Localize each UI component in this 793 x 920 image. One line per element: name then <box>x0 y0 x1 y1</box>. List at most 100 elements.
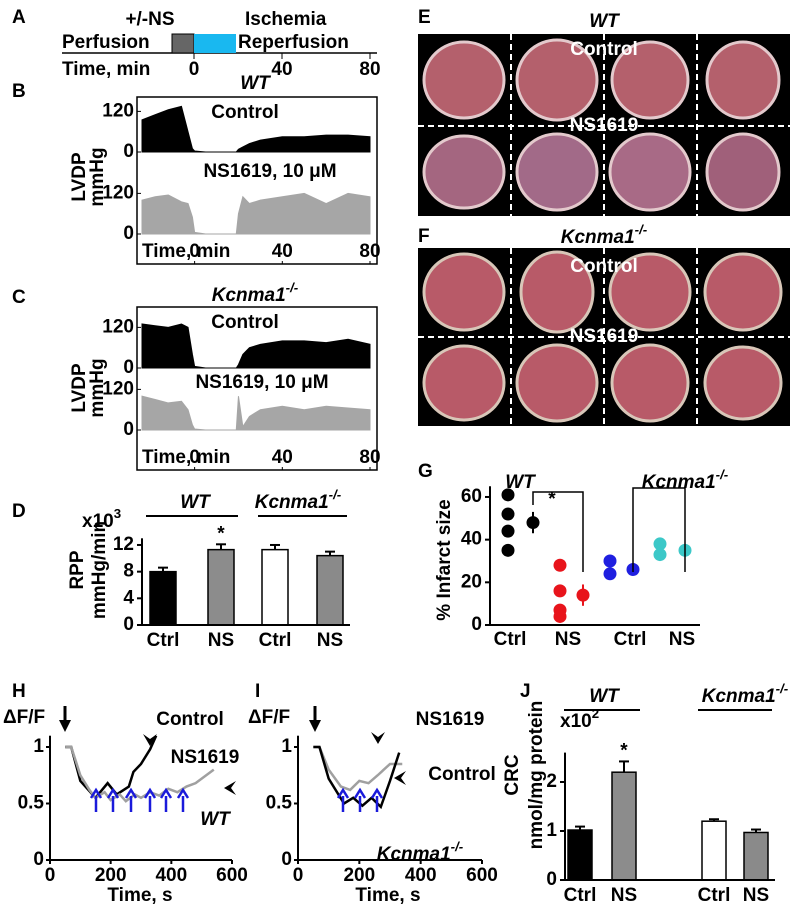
group-label-main: Kcnma1 <box>255 492 329 513</box>
y-tick-label: 1 <box>546 820 557 841</box>
panel-label: D <box>12 501 26 522</box>
y-tick-label: 0 <box>123 614 134 635</box>
drug-label: +/-NS <box>125 9 174 30</box>
y-tick-label: 0 <box>123 223 134 244</box>
bar <box>567 829 593 881</box>
y-tick-label: 0 <box>281 849 292 870</box>
arrow-head <box>353 787 367 799</box>
panel-label: J <box>520 681 531 702</box>
mean-dot <box>576 588 590 602</box>
x-tick-label: NS <box>611 885 637 906</box>
trace <box>141 192 371 235</box>
image-title-main: Kcnma1 <box>561 227 635 248</box>
x-tick-label: 600 <box>466 865 498 886</box>
group-label-sup: -/- <box>776 681 789 696</box>
x-axis-label: Time, min <box>142 241 230 262</box>
bar <box>261 548 289 626</box>
trace-label: Control <box>211 312 279 333</box>
y-tick-label: 120 <box>102 100 134 121</box>
panel-label: B <box>12 81 26 102</box>
dot <box>501 524 515 538</box>
panel-label: F <box>418 226 430 247</box>
trace-frame <box>136 96 378 265</box>
trace-label: Control <box>211 102 279 123</box>
dot <box>603 567 617 581</box>
trace <box>141 395 371 431</box>
arrow-head <box>370 787 384 799</box>
trace-title: Kcnma1-/- <box>212 280 299 307</box>
x-tick-label: 400 <box>405 865 437 886</box>
x-tick-label: 0 <box>189 241 200 262</box>
significance: * <box>620 740 628 761</box>
group-label-main: WT <box>589 686 620 707</box>
drug-block <box>171 33 195 54</box>
image-title: Kcnma1-/- <box>561 222 648 249</box>
panel-title-main: WT <box>200 809 231 830</box>
perfusion-label: Perfusion <box>62 32 150 53</box>
x-tick-label: Ctrl <box>564 885 597 906</box>
x-tick-label: 200 <box>95 865 127 886</box>
dot <box>553 584 567 598</box>
axis-scale-sup: 2 <box>592 706 599 721</box>
y-tick-label: 0 <box>471 614 482 635</box>
ischemia-block <box>194 34 236 53</box>
image-row-label: NS1619 <box>570 326 639 347</box>
x-tick-label: 0 <box>293 865 304 886</box>
group-label: WT <box>505 472 536 493</box>
group-label-main: Kcnma1 <box>702 686 776 707</box>
y-axis-label: % Infarct size <box>434 499 455 620</box>
arrow-head <box>106 787 120 799</box>
y-axis-label: ΔF/F <box>248 707 290 728</box>
trace-label: NS1619, 10 μM <box>195 372 328 393</box>
image-title-main: WT <box>589 11 620 32</box>
trace-title-main: Kcnma1 <box>212 285 286 306</box>
dot <box>501 543 515 557</box>
protocol-tick-label: 0 <box>189 59 200 80</box>
arrow-head <box>89 787 103 799</box>
image-title-sup: -/- <box>635 222 648 237</box>
panel-label: C <box>12 287 26 308</box>
significance: * <box>217 523 225 544</box>
axis-scale: x102 <box>560 706 599 733</box>
y-tick-label: 40 <box>461 529 482 550</box>
arrow-head <box>59 720 71 732</box>
y-axis-label: mmHg/min <box>89 521 110 619</box>
x-tick-label: Ctrl <box>147 630 180 651</box>
panel-title-main: Kcnma1 <box>377 844 451 865</box>
bracket <box>632 487 686 572</box>
x-tick-label: 80 <box>359 447 380 468</box>
y-axis-label: LVDP <box>69 363 90 413</box>
y-tick-label: 0.5 <box>266 793 293 814</box>
mean-dot <box>526 516 540 530</box>
axis-scale-sup: 3 <box>114 506 121 521</box>
image-panel-f <box>418 248 790 426</box>
bar <box>611 771 637 881</box>
y-tick-label: 1 <box>281 736 292 757</box>
x-axis-label: Time, s <box>355 885 420 906</box>
x-tick-label: 600 <box>216 865 248 886</box>
y-tick-label: 0.5 <box>18 793 45 814</box>
y-tick-label: 0 <box>546 869 557 890</box>
arrow-head <box>159 787 173 799</box>
trace-title: WT <box>240 73 271 94</box>
ischemia-label: Ischemia <box>245 9 327 30</box>
image-row-label: NS1619 <box>570 115 639 136</box>
panel-label: A <box>12 7 26 28</box>
dot <box>653 548 667 562</box>
line <box>313 745 401 810</box>
protocol-tick-label: 80 <box>359 59 380 80</box>
y-tick-label: 0 <box>123 141 134 162</box>
y-tick-label: 0 <box>33 849 44 870</box>
trace-frame <box>136 306 378 471</box>
dot <box>653 537 667 551</box>
y-tick-label: 0 <box>123 419 134 440</box>
x-axis-label: Time, min <box>142 447 230 468</box>
group-label: Kcnma1-/- <box>255 487 342 514</box>
x-tick-label: 400 <box>155 865 187 886</box>
panel-label: G <box>418 461 433 482</box>
x-tick-label: Ctrl <box>494 629 527 650</box>
image-row-label: Control <box>570 39 638 60</box>
y-tick-label: 4 <box>123 587 134 608</box>
axis-scale-main: x10 <box>560 711 592 732</box>
